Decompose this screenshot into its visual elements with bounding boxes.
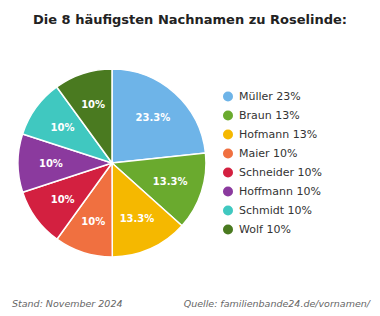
background [0, 0, 380, 316]
legend-label: Müller 23% [239, 90, 301, 103]
footer-note: Stand: November 2024 [12, 298, 122, 309]
footer-source: Quelle: familienbande24.de/vornamen/ [184, 298, 372, 309]
data-label: 10% [51, 122, 75, 133]
legend-label: Hoffmann 10% [239, 185, 321, 198]
data-label: 10% [81, 216, 105, 227]
legend-swatch [223, 225, 233, 235]
legend-swatch [223, 130, 233, 140]
data-label: 10% [81, 99, 105, 110]
pie-slice [57, 69, 112, 163]
pie [18, 69, 206, 257]
legend-label: Braun 13% [239, 109, 300, 122]
data-label: 13.3% [120, 213, 155, 224]
legend-swatch [223, 92, 233, 102]
chart: Die 8 häufigsten Nachnamen zu Roselinde:… [0, 0, 380, 316]
legend-label: Wolf 10% [239, 223, 291, 236]
legend: Müller 23% Braun 13% Hofmann 13% Maier 10% S… [223, 90, 322, 236]
title: Die 8 häufigsten Nachnamen zu Roselinde: [33, 12, 347, 27]
data-label: 13.3% [153, 176, 188, 187]
legend-swatch [223, 206, 233, 216]
data-label: 23.3% [136, 112, 171, 123]
legend-label: Schneider 10% [239, 166, 322, 179]
pie-slice [112, 69, 205, 163]
legend-swatch [223, 168, 233, 178]
legend-label: Schmidt 10% [239, 204, 312, 217]
legend-swatch [223, 187, 233, 197]
data-labels: 23.3% 13.3% 13.3% 10% 10% 10% 10% 10% [39, 99, 188, 226]
chart-container: Die 8 häufigsten Nachnamen zu Roselinde:… [0, 0, 380, 316]
data-label: 10% [51, 194, 75, 205]
data-label: 10% [39, 158, 63, 169]
legend-swatch [223, 149, 233, 159]
legend-label: Maier 10% [239, 147, 298, 160]
legend-swatch [223, 111, 233, 121]
legend-label: Hofmann 13% [239, 128, 317, 141]
